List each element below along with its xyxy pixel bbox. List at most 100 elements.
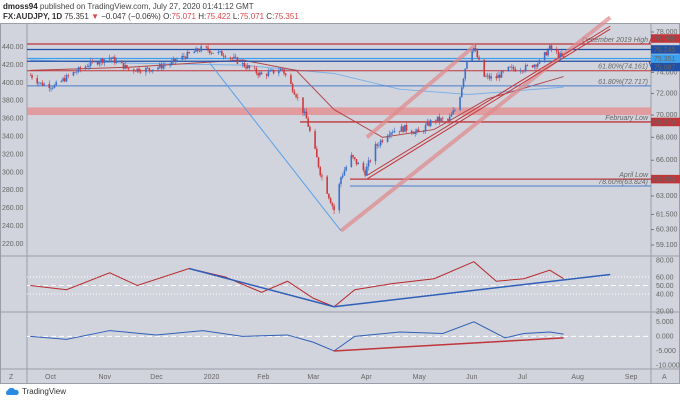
trendline[interactable] [209, 62, 342, 232]
candle [164, 65, 166, 67]
candle [72, 72, 75, 76]
oscillator-trendline[interactable] [334, 337, 564, 352]
candle [67, 75, 70, 76]
candle [338, 183, 341, 211]
candle [208, 50, 211, 54]
price-tag [651, 45, 680, 54]
candle [473, 47, 475, 52]
price-tag [651, 62, 680, 72]
right-axis-tick: 78.000 [656, 29, 678, 36]
candle [424, 125, 427, 131]
candle [526, 65, 529, 66]
candle [328, 193, 330, 199]
candle [303, 111, 306, 113]
candle [326, 176, 328, 194]
candle [329, 198, 332, 204]
candle [549, 45, 551, 50]
candle [231, 57, 234, 59]
candle [464, 68, 467, 79]
candle [319, 167, 322, 176]
candle [531, 65, 534, 68]
candle [524, 65, 527, 71]
candle [376, 144, 379, 146]
trendline[interactable] [366, 28, 611, 180]
left-axis-tick: 300.00 [2, 169, 24, 176]
candle [352, 155, 354, 158]
candle [36, 78, 38, 84]
candle [495, 76, 498, 79]
candle [305, 111, 308, 119]
price-tag [651, 54, 680, 63]
candle [162, 65, 164, 69]
candle [543, 52, 546, 60]
left-axis-tick: 260.00 [2, 205, 24, 212]
candle [379, 140, 382, 146]
candle [259, 72, 261, 76]
candle [229, 57, 232, 59]
candle [405, 124, 408, 131]
right-axis-tick: 72.000 [656, 90, 678, 97]
candle [233, 56, 235, 59]
left-axis-tick: 380.00 [2, 98, 24, 105]
candle [271, 69, 273, 71]
candle [64, 78, 66, 82]
candle [257, 73, 259, 76]
candle [459, 97, 461, 110]
candle [462, 78, 465, 88]
close-label: C: [266, 12, 275, 21]
author[interactable]: dmoss94 [3, 2, 38, 11]
rsi-trendline[interactable] [188, 267, 335, 308]
candle [454, 109, 456, 111]
price-tag-leader [648, 38, 652, 45]
right-axis-tick: 74.000 [656, 69, 678, 76]
candle [281, 69, 284, 70]
candle [400, 126, 403, 132]
trendline[interactable] [339, 15, 612, 233]
candle [559, 53, 561, 58]
candle [393, 130, 396, 133]
candle [241, 62, 244, 64]
time-axis-tick: Sep [625, 374, 638, 381]
candle [50, 87, 52, 89]
rsi-line [30, 261, 564, 308]
candle [466, 60, 468, 69]
candle [284, 73, 287, 76]
candle [127, 68, 130, 70]
high-value: 75.422 [206, 12, 231, 21]
candle [188, 51, 190, 54]
price-tag-label: 76.245 [654, 47, 676, 54]
candle [309, 126, 311, 132]
candle [512, 66, 515, 70]
time-axis-tick: Apr [361, 374, 373, 381]
candle [521, 70, 523, 72]
trendline[interactable] [365, 43, 477, 139]
candle [148, 67, 151, 71]
tradingview-logo-text[interactable]: TradingView [22, 387, 67, 396]
candle [126, 65, 128, 69]
candle [550, 45, 553, 50]
rsi-trendline[interactable] [333, 273, 611, 308]
candle [267, 71, 270, 76]
footer: TradingView [5, 387, 66, 396]
candle [217, 51, 220, 54]
resistance-zone [27, 107, 651, 116]
left-axis-tick: 360.00 [2, 116, 24, 123]
candle [398, 130, 401, 132]
candle [428, 122, 430, 126]
candle [246, 65, 249, 69]
candle [115, 60, 118, 63]
trendline[interactable] [366, 25, 611, 176]
candle [412, 133, 415, 135]
candle [366, 166, 368, 176]
candle [386, 135, 389, 142]
candle [293, 91, 296, 95]
candle [62, 78, 64, 81]
left-axis-tick: 400.00 [2, 80, 24, 87]
right-axis-tick: 61.500 [656, 211, 678, 218]
candle [77, 67, 80, 72]
candle [43, 83, 45, 86]
candle [440, 118, 442, 122]
tradingview-cloud-icon [6, 387, 19, 395]
candle [210, 52, 213, 54]
